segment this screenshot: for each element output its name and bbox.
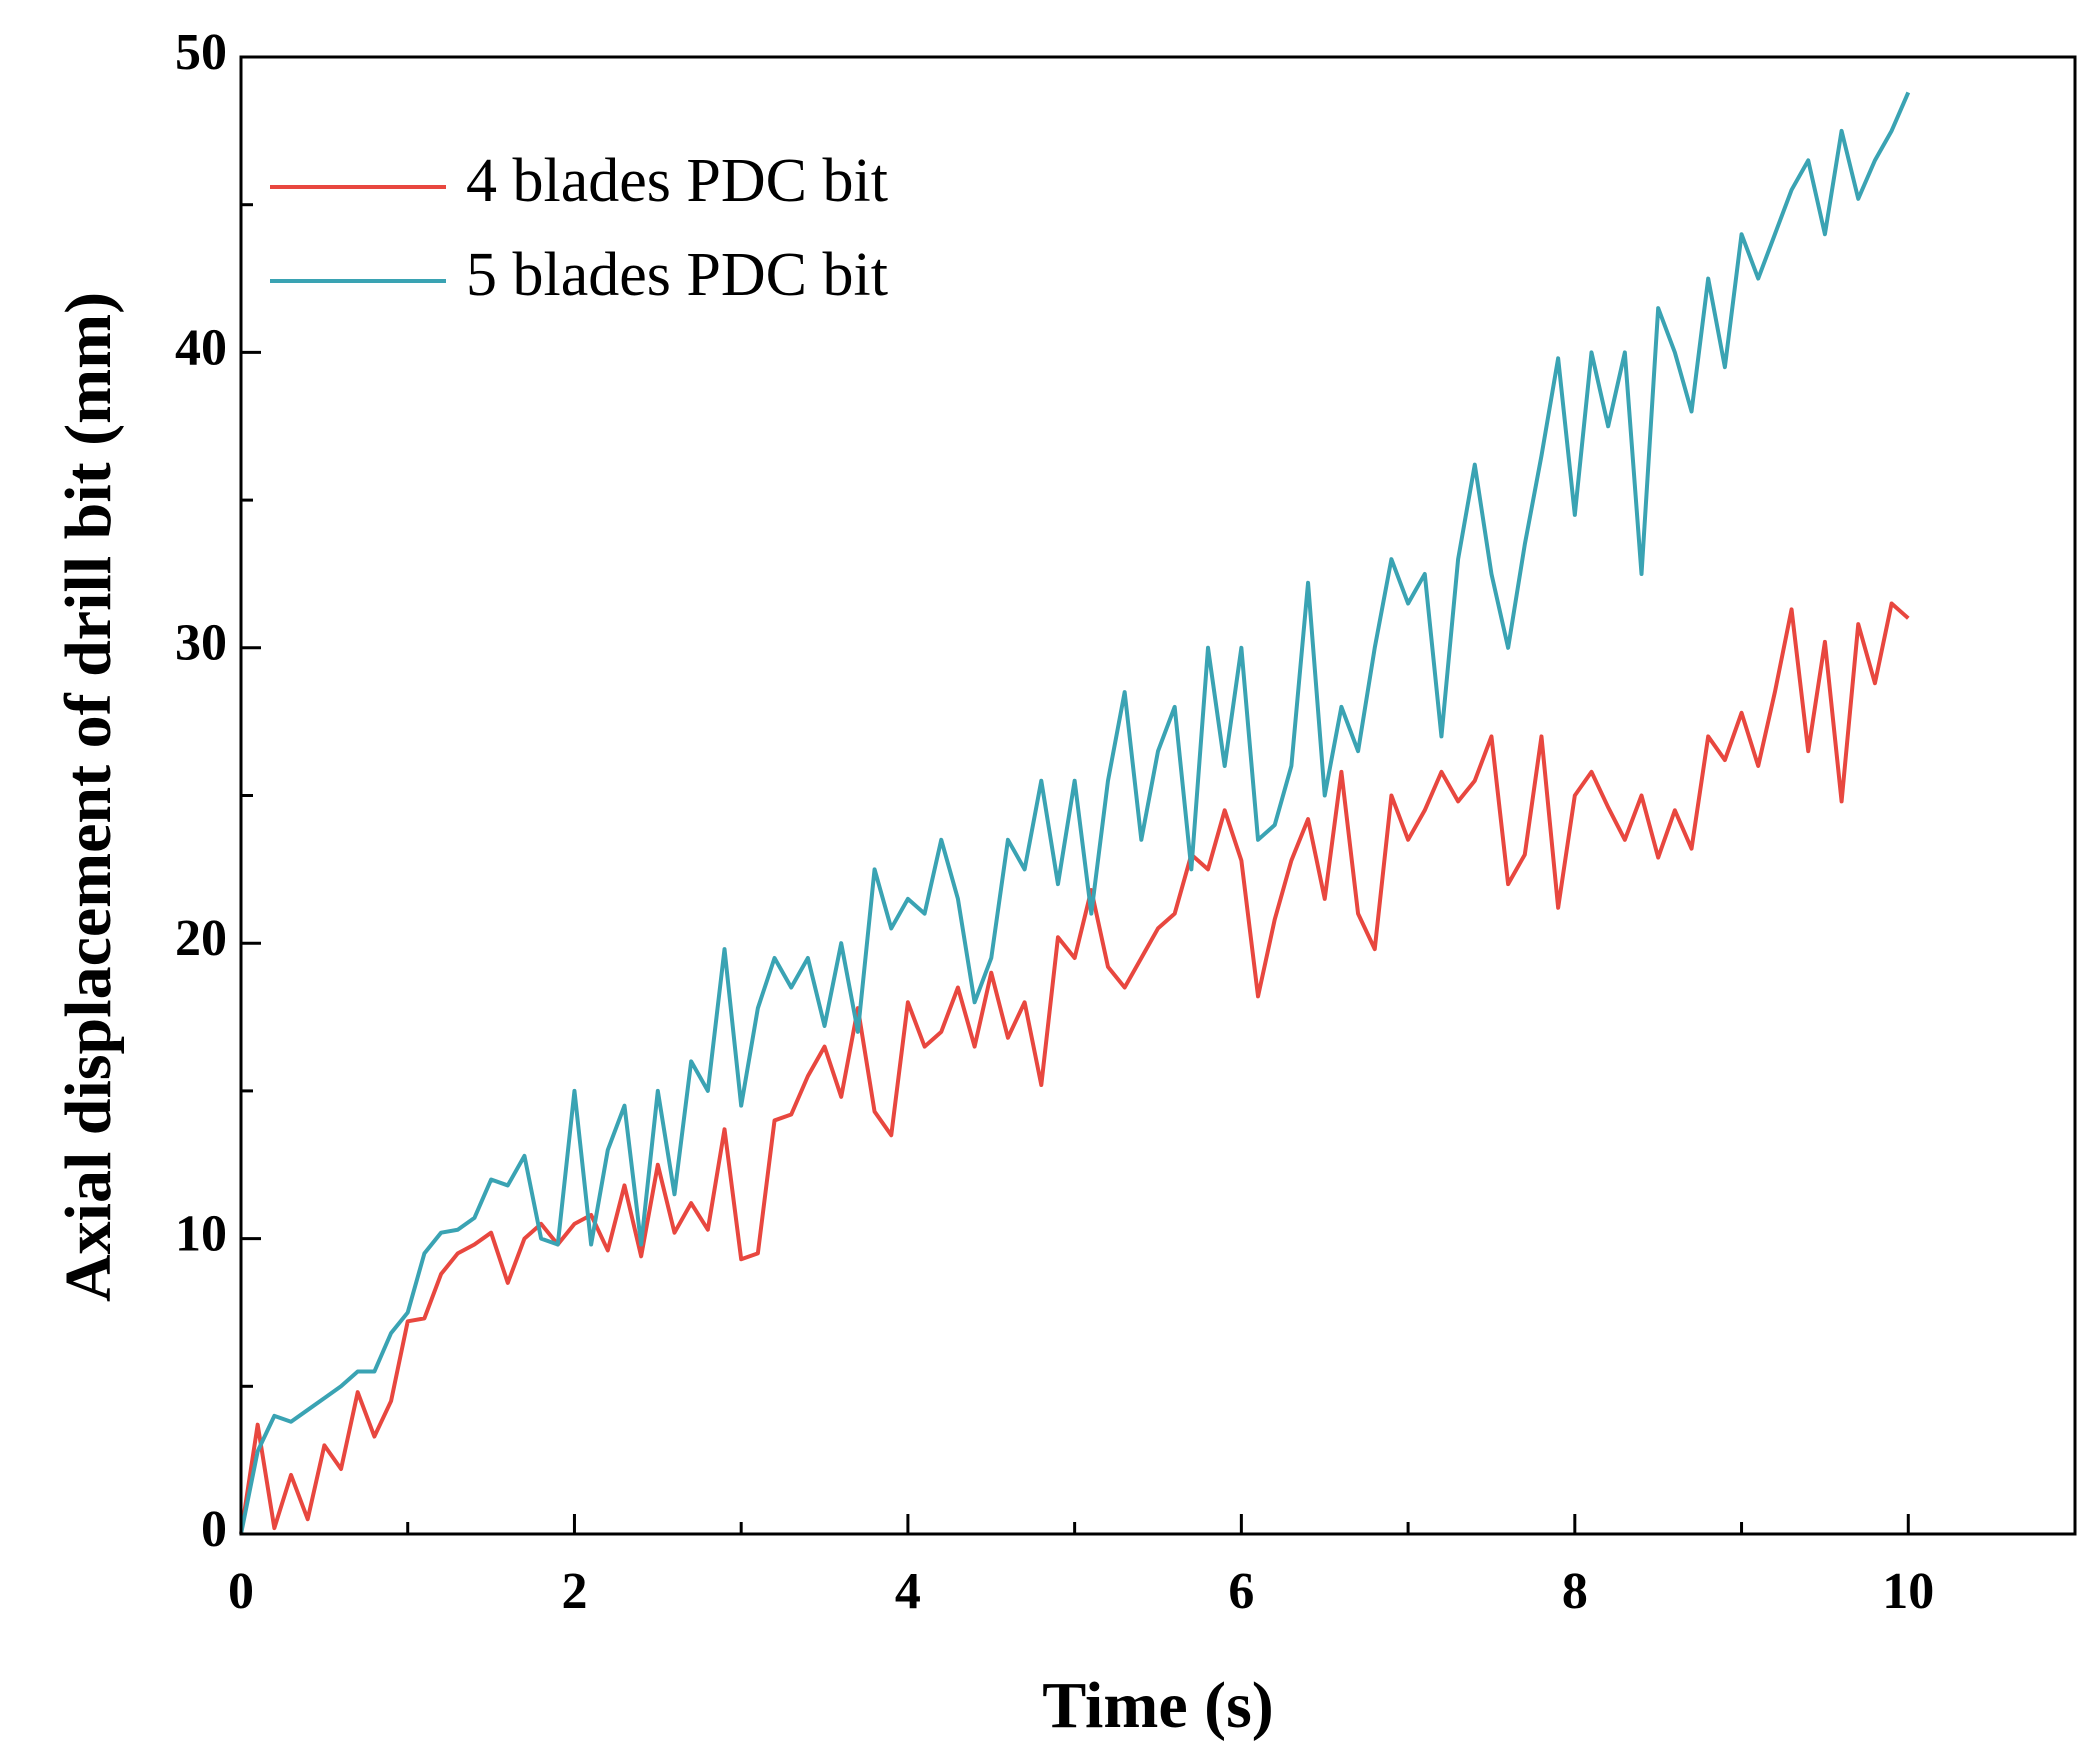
legend-label: 5 blades PDC bit	[466, 241, 888, 309]
x-tick-label: 6	[1228, 1563, 1254, 1620]
legend-label: 4 blades PDC bit	[466, 147, 888, 215]
x-tick-label: 10	[1882, 1563, 1934, 1620]
x-tick-label: 4	[895, 1563, 921, 1620]
y-tick-label: 20	[175, 910, 227, 967]
x-axis-title: Time (s)	[1042, 1669, 1274, 1742]
y-tick-label: 30	[175, 615, 227, 672]
x-tick-label: 2	[561, 1563, 587, 1620]
series-line	[239, 91, 1911, 1535]
y-tick-label: 10	[175, 1206, 227, 1263]
y-tick-label: 0	[201, 1501, 227, 1558]
y-axis-title: Axial displacement of drill bit (mm)	[52, 292, 125, 1302]
y-tick-label: 50	[175, 24, 227, 81]
x-tick-label: 0	[228, 1563, 254, 1620]
y-tick-label: 40	[175, 319, 227, 376]
x-tick-label: 8	[1562, 1563, 1588, 1620]
series-line	[239, 601, 1910, 1535]
plot-frame	[239, 55, 2077, 1536]
